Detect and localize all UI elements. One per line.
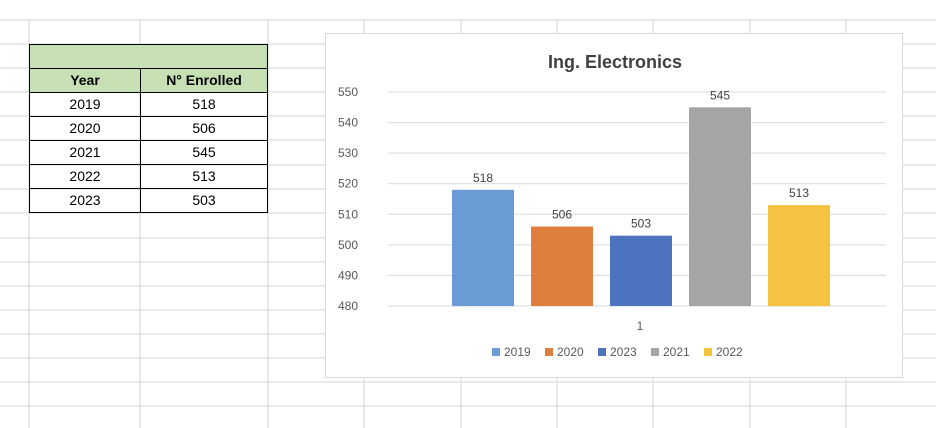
chart-plot: Ing. Electronics 480 490 500 510 520 530 540 550… <box>338 52 886 359</box>
table-row: 2022 513 <box>29 164 268 189</box>
data-label: 506 <box>552 208 572 222</box>
year-cell[interactable]: 2021 <box>29 140 141 165</box>
bar-chart[interactable]: Ing. Electronics 480 490 500 510 520 530 540 550… <box>325 33 903 378</box>
legend-swatch-2019 <box>492 348 500 356</box>
enrolled-cell[interactable]: 545 <box>140 140 268 165</box>
table-row: 2020 506 <box>29 116 268 141</box>
column-header-enrolled[interactable]: N° Enrolled <box>140 68 268 93</box>
table-header-row: Year N° Enrolled <box>29 68 268 93</box>
y-tick-label: 500 <box>338 238 358 252</box>
y-tick-label: 510 <box>338 207 358 221</box>
y-tick-label: 530 <box>338 146 358 160</box>
legend-label: 2019 <box>504 345 531 359</box>
enrolled-cell[interactable]: 513 <box>140 164 268 189</box>
legend-swatch-2021 <box>651 348 659 356</box>
legend-swatch-2022 <box>704 348 712 356</box>
table-row: 2023 503 <box>29 188 268 213</box>
table-row: 2021 545 <box>29 140 268 165</box>
y-tick-label: 520 <box>338 177 358 191</box>
table-row: 2019 518 <box>29 92 268 117</box>
table-merged-header-row <box>29 44 268 69</box>
enrolled-cell[interactable]: 503 <box>140 188 268 213</box>
data-label: 503 <box>631 217 651 231</box>
enrolled-cell[interactable]: 506 <box>140 116 268 141</box>
year-cell[interactable]: 2019 <box>29 92 141 117</box>
legend-label: 2023 <box>610 345 637 359</box>
bar-2023[interactable] <box>610 235 672 306</box>
bar-2021[interactable] <box>689 107 751 307</box>
legend-label: 2022 <box>716 345 743 359</box>
column-header-year[interactable]: Year <box>29 68 141 93</box>
year-cell[interactable]: 2020 <box>29 116 141 141</box>
y-tick-label: 550 <box>338 85 358 99</box>
bar-2022[interactable] <box>768 205 830 306</box>
legend-swatch-2020 <box>545 348 553 356</box>
data-label: 545 <box>710 88 730 102</box>
enrolled-cell[interactable]: 518 <box>140 92 268 117</box>
data-label: 513 <box>789 186 809 200</box>
year-cell[interactable]: 2022 <box>29 164 141 189</box>
y-tick-label: 490 <box>338 268 358 282</box>
chart-title: Ing. Electronics <box>548 52 682 72</box>
y-tick-label: 480 <box>338 299 358 313</box>
data-label: 518 <box>473 171 493 185</box>
legend-swatch-2023 <box>598 348 606 356</box>
legend-label: 2020 <box>557 345 584 359</box>
merged-header-cell[interactable] <box>29 44 268 69</box>
year-cell[interactable]: 2023 <box>29 188 141 213</box>
bar-2020[interactable] <box>531 226 593 306</box>
bar-2019[interactable] <box>452 189 514 306</box>
enrollment-table: Year N° Enrolled 2019 518 2020 506 2021 … <box>29 44 268 213</box>
legend-label: 2021 <box>663 345 690 359</box>
y-tick-label: 540 <box>338 116 358 130</box>
x-category-label: 1 <box>637 319 644 333</box>
